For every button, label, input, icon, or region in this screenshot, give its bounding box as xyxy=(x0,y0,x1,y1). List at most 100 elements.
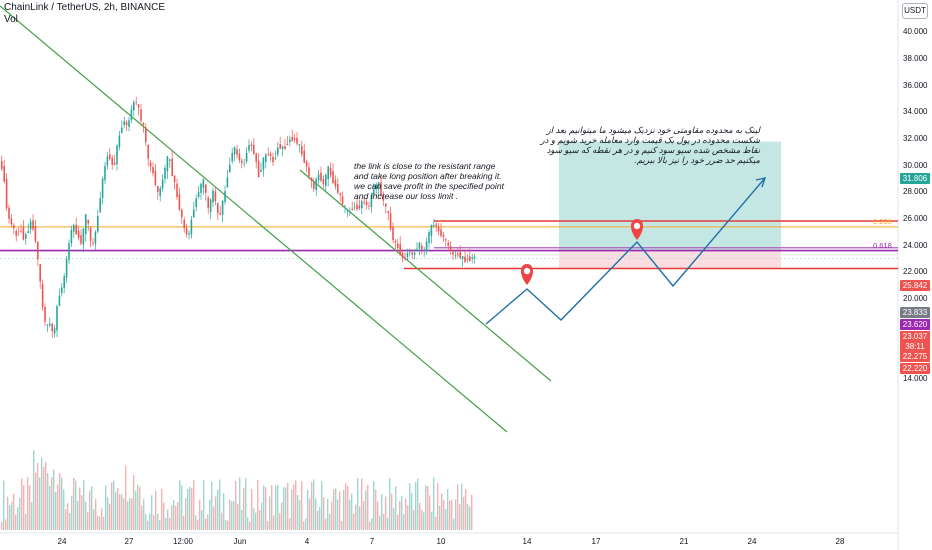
volume-bar xyxy=(317,510,319,530)
candle-body xyxy=(123,121,125,126)
candle-body xyxy=(457,253,459,256)
candle-body xyxy=(106,156,109,166)
currency-selector[interactable]: USDT xyxy=(902,3,928,19)
volume-bar xyxy=(461,483,463,530)
volume-bar xyxy=(157,513,159,530)
candle-body xyxy=(178,194,181,210)
volume-bar xyxy=(367,484,369,530)
candle-body xyxy=(274,158,277,160)
y-tick-label: 40.000 xyxy=(903,27,928,37)
volume-bar xyxy=(13,493,15,530)
candle-body xyxy=(104,165,106,181)
volume-bar xyxy=(75,480,77,530)
candle-body xyxy=(238,153,241,161)
volume-bar xyxy=(245,478,247,530)
candle-body xyxy=(25,234,27,239)
profit-marker-icon[interactable] xyxy=(630,219,644,240)
volume-bar xyxy=(377,501,379,530)
volume-bar xyxy=(89,490,91,530)
volume-bar xyxy=(275,485,277,530)
candle-body xyxy=(339,193,341,195)
candle-body xyxy=(301,146,303,155)
candle-body xyxy=(281,146,284,149)
volume-bar xyxy=(57,484,59,530)
volume-bar xyxy=(349,499,351,530)
candle-body xyxy=(243,163,245,165)
x-tick-label: 28 xyxy=(835,537,845,546)
profit-marker-icon[interactable] xyxy=(520,264,534,285)
y-tick-label: 14.000 xyxy=(903,373,928,383)
volume-bar xyxy=(351,493,353,530)
candle-body xyxy=(49,323,51,326)
volume-bar xyxy=(125,465,127,530)
fib-ratio-label: 0.618 xyxy=(873,240,892,250)
volume-bar xyxy=(15,514,17,530)
candle-body xyxy=(68,243,70,260)
volume-bar xyxy=(261,502,263,530)
volume-bar xyxy=(259,509,261,530)
volume-bar xyxy=(403,514,405,530)
candle-body xyxy=(241,160,243,163)
volume-bar xyxy=(429,495,431,530)
candle-body xyxy=(152,167,154,174)
volume-bar xyxy=(383,513,385,530)
volume-bar xyxy=(103,516,105,530)
volume-bar xyxy=(237,503,239,530)
volume-bar xyxy=(293,484,295,530)
candle-body xyxy=(39,264,41,282)
candle-body xyxy=(75,224,77,235)
candle-body xyxy=(452,251,454,255)
volume-bar xyxy=(287,483,289,530)
volume-bar xyxy=(223,493,225,530)
volume-bar xyxy=(337,499,339,530)
candle-body xyxy=(236,149,238,155)
volume-bar xyxy=(181,485,183,530)
candle-body xyxy=(94,232,97,244)
volume-bar xyxy=(271,485,273,530)
volume-bar xyxy=(441,493,443,530)
volume-indicator-label[interactable]: Vol xyxy=(4,14,18,25)
volume-bar xyxy=(315,498,317,530)
volume-bar xyxy=(95,498,97,530)
volume-bar xyxy=(309,498,311,530)
candle-body xyxy=(13,225,15,229)
volume-bar xyxy=(253,508,255,530)
target-zone xyxy=(559,141,781,251)
volume-bar xyxy=(195,515,197,530)
candle-body xyxy=(341,196,344,205)
volume-bar xyxy=(313,479,315,530)
volume-bar xyxy=(81,495,83,530)
volume-bar xyxy=(445,508,447,530)
channel-lower xyxy=(0,5,508,433)
candle-body xyxy=(421,245,423,250)
volume-bar xyxy=(291,489,293,530)
volume-bar xyxy=(277,484,279,530)
candle-body xyxy=(327,166,329,180)
candle-body xyxy=(212,190,214,203)
candle-body xyxy=(401,252,404,258)
volume-bar xyxy=(139,487,141,530)
volume-bar xyxy=(371,518,373,530)
candle-body xyxy=(428,232,430,243)
volume-bar xyxy=(177,502,179,530)
volume-bar xyxy=(51,477,53,530)
candle-body xyxy=(157,186,159,192)
symbol-title: ChainLink / TetherUS, 2h, BINANCE xyxy=(4,2,166,13)
candle-body xyxy=(399,244,401,256)
volume-bar xyxy=(299,500,301,530)
candle-body xyxy=(173,175,176,183)
candle-body xyxy=(389,213,392,230)
candle-body xyxy=(147,144,149,159)
volume-bar xyxy=(333,489,335,530)
volume-bar xyxy=(459,504,461,530)
volume-bar xyxy=(323,497,325,530)
candle-body xyxy=(380,182,382,197)
candle-body xyxy=(418,242,421,249)
volume-bar xyxy=(193,480,195,530)
volume-bar xyxy=(343,489,345,530)
y-tick-label: 30.000 xyxy=(903,160,928,170)
candle-body xyxy=(332,171,334,184)
volume-bar xyxy=(457,484,459,530)
volume-bar xyxy=(133,475,135,530)
